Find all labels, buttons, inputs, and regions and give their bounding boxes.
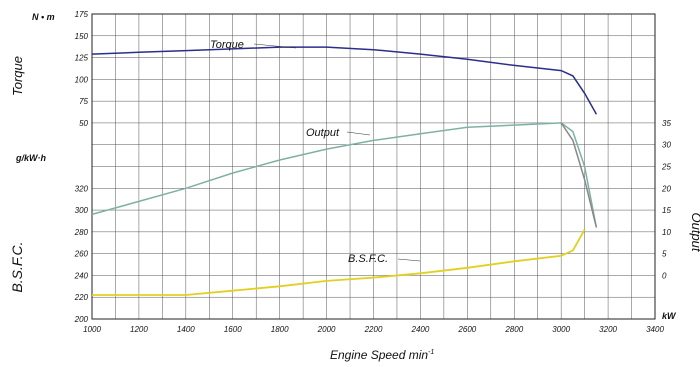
torque-series-label: Torque <box>210 39 244 51</box>
bsfc-tick-label: 200 <box>74 315 89 324</box>
bsfc-series-label: B.S.F.C. <box>348 253 388 265</box>
x-axis-title: Engine Speed min-1 <box>330 348 434 362</box>
bsfc-tick-label: 220 <box>74 293 89 302</box>
grid-lines <box>92 14 655 319</box>
torque-series-line <box>91 46 598 115</box>
torque-tick-label: 150 <box>75 32 89 41</box>
output-tick-label: 25 <box>661 163 671 172</box>
x-tick-label: 3000 <box>552 325 570 334</box>
x-tick-label: 3400 <box>646 325 664 334</box>
output-label-leader <box>346 131 371 136</box>
torque-tick-label: 75 <box>79 97 88 106</box>
output-unit: kW <box>662 311 677 321</box>
output-overlay-line <box>560 122 598 228</box>
bsfc-tick-label: 280 <box>74 228 89 237</box>
series-layer <box>91 46 598 296</box>
output-tick-label: 0 <box>662 271 667 280</box>
output-tick-label: 35 <box>662 119 671 128</box>
output-series-label: Output <box>306 127 340 139</box>
x-tick-label: 2400 <box>411 325 430 334</box>
bsfc-tick-label: 320 <box>75 184 89 193</box>
x-tick-label: 2600 <box>457 325 476 334</box>
torque-axis-ticks: 175 150 125 100 75 50 <box>75 10 89 128</box>
bsfc-axis-title: B.S.F.C. <box>9 241 25 292</box>
bsfc-axis-ticks: 320 300 280 260 240 220 200 <box>74 184 89 324</box>
x-tick-label: 1200 <box>130 325 148 334</box>
bsfc-tick-label: 300 <box>75 206 89 215</box>
bsfc-tick-label: 240 <box>74 271 89 280</box>
output-tick-label: 20 <box>661 184 671 193</box>
output-tick-label: 15 <box>662 206 671 215</box>
bsfc-series-line <box>92 229 586 296</box>
torque-label-leader <box>253 43 297 49</box>
output-tick-label: 10 <box>662 228 671 237</box>
x-tick-label: 1800 <box>271 325 289 334</box>
bsfc-unit: g/kW·h <box>15 153 46 163</box>
output-tick-label: 30 <box>662 141 671 150</box>
output-axis-ticks: 35 30 25 20 15 10 5 0 <box>661 119 671 280</box>
torque-tick-label: 175 <box>75 10 89 19</box>
x-tick-label: 1400 <box>177 325 195 334</box>
torque-unit: N • m <box>32 12 55 22</box>
bsfc-label-leader <box>397 258 421 262</box>
x-tick-label: 3200 <box>599 325 617 334</box>
output-tick-label: 5 <box>662 250 667 259</box>
x-tick-label: 1000 <box>83 325 101 334</box>
x-tick-label: 2200 <box>364 325 383 334</box>
torque-tick-label: 100 <box>75 75 89 84</box>
output-axis-title: Output <box>689 212 700 252</box>
torque-tick-label: 125 <box>75 54 89 63</box>
output-series-line <box>91 122 598 228</box>
plot-frame <box>91 13 656 320</box>
x-tick-label: 2800 <box>504 325 523 334</box>
torque-tick-label: 50 <box>79 119 88 128</box>
x-tick-label: 1600 <box>224 325 242 334</box>
x-tick-label: 2000 <box>317 325 336 334</box>
torque-axis-title: Torque <box>10 56 25 96</box>
x-axis-ticks: 1000 1200 1400 1600 1800 2000 2200 2400 2600 2800… <box>83 325 664 334</box>
bsfc-tick-label: 260 <box>74 250 89 259</box>
